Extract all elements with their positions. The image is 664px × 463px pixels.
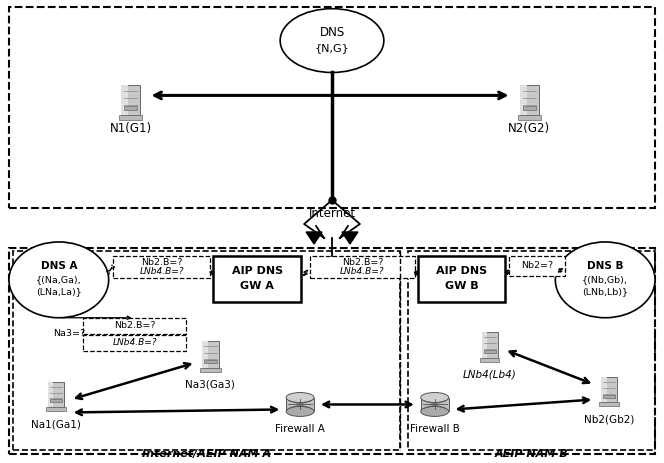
- FancyBboxPatch shape: [113, 256, 210, 278]
- FancyBboxPatch shape: [601, 376, 617, 402]
- FancyBboxPatch shape: [204, 360, 216, 363]
- Ellipse shape: [421, 393, 449, 402]
- Text: Internet/AEIP NAM A: Internet/AEIP NAM A: [142, 449, 271, 459]
- Polygon shape: [306, 232, 322, 244]
- FancyBboxPatch shape: [509, 256, 565, 276]
- Text: Nb2.B=?: Nb2.B=?: [342, 258, 383, 268]
- FancyBboxPatch shape: [46, 407, 66, 412]
- FancyBboxPatch shape: [601, 376, 607, 402]
- Text: Internet: Internet: [309, 206, 355, 219]
- FancyBboxPatch shape: [310, 256, 415, 278]
- FancyBboxPatch shape: [122, 86, 140, 115]
- Text: LNb4(Lb4): LNb4(Lb4): [463, 369, 517, 380]
- FancyBboxPatch shape: [523, 106, 537, 110]
- Text: DNS B: DNS B: [587, 261, 623, 271]
- FancyBboxPatch shape: [481, 332, 497, 357]
- FancyBboxPatch shape: [83, 335, 187, 350]
- Text: {(Na,Ga),: {(Na,Ga),: [36, 275, 82, 284]
- Text: Nb2=?: Nb2=?: [521, 262, 554, 270]
- Text: Nb2(Gb2): Nb2(Gb2): [584, 414, 634, 425]
- FancyBboxPatch shape: [518, 115, 541, 120]
- Text: DNS A: DNS A: [41, 261, 77, 271]
- FancyBboxPatch shape: [481, 332, 487, 357]
- FancyBboxPatch shape: [520, 86, 527, 115]
- FancyBboxPatch shape: [603, 394, 615, 398]
- Text: Na3=?: Na3=?: [52, 329, 85, 338]
- Text: (LNa,La)}: (LNa,La)}: [36, 288, 82, 296]
- FancyBboxPatch shape: [119, 115, 142, 120]
- FancyBboxPatch shape: [48, 382, 64, 407]
- Ellipse shape: [555, 242, 655, 318]
- Text: AEIP NAM B: AEIP NAM B: [495, 449, 568, 459]
- Text: Nb2.B=?: Nb2.B=?: [141, 258, 182, 268]
- FancyBboxPatch shape: [213, 256, 301, 302]
- Ellipse shape: [9, 242, 109, 318]
- Text: Na3(Ga3): Na3(Ga3): [185, 380, 235, 389]
- Text: GW B: GW B: [445, 281, 479, 291]
- FancyBboxPatch shape: [122, 86, 128, 115]
- Text: LNb4.B=?: LNb4.B=?: [112, 338, 157, 347]
- FancyBboxPatch shape: [286, 398, 314, 412]
- FancyBboxPatch shape: [200, 368, 221, 372]
- Text: Firewall A: Firewall A: [275, 425, 325, 434]
- Text: Firewall B: Firewall B: [410, 425, 459, 434]
- Text: GW A: GW A: [240, 281, 274, 291]
- FancyBboxPatch shape: [202, 341, 208, 368]
- Text: LNb4.B=?: LNb4.B=?: [139, 267, 184, 276]
- Text: N1(G1): N1(G1): [110, 122, 151, 135]
- Text: LNb4.B=?: LNb4.B=?: [340, 267, 384, 276]
- FancyBboxPatch shape: [202, 341, 218, 368]
- Polygon shape: [342, 232, 358, 244]
- Text: (LNb,Lb)}: (LNb,Lb)}: [582, 288, 628, 296]
- Ellipse shape: [280, 9, 384, 73]
- Text: Nb2.B=?: Nb2.B=?: [114, 321, 155, 330]
- Ellipse shape: [421, 407, 449, 416]
- Text: Na1(Ga1): Na1(Ga1): [31, 419, 81, 429]
- FancyBboxPatch shape: [483, 350, 495, 353]
- Text: AIP DNS: AIP DNS: [436, 266, 487, 276]
- FancyBboxPatch shape: [83, 318, 187, 334]
- Ellipse shape: [286, 407, 314, 416]
- FancyBboxPatch shape: [599, 402, 619, 407]
- Text: {(Nb,Gb),: {(Nb,Gb),: [582, 275, 628, 284]
- Text: N2(G2): N2(G2): [509, 122, 550, 135]
- FancyBboxPatch shape: [48, 382, 53, 407]
- FancyBboxPatch shape: [520, 86, 539, 115]
- FancyBboxPatch shape: [418, 256, 505, 302]
- FancyBboxPatch shape: [50, 400, 62, 402]
- Text: DNS: DNS: [319, 26, 345, 39]
- FancyBboxPatch shape: [421, 398, 449, 412]
- FancyBboxPatch shape: [124, 106, 137, 110]
- Text: {N,G}: {N,G}: [315, 44, 349, 54]
- Text: AIP DNS: AIP DNS: [232, 266, 283, 276]
- Ellipse shape: [286, 393, 314, 402]
- FancyBboxPatch shape: [479, 357, 499, 362]
